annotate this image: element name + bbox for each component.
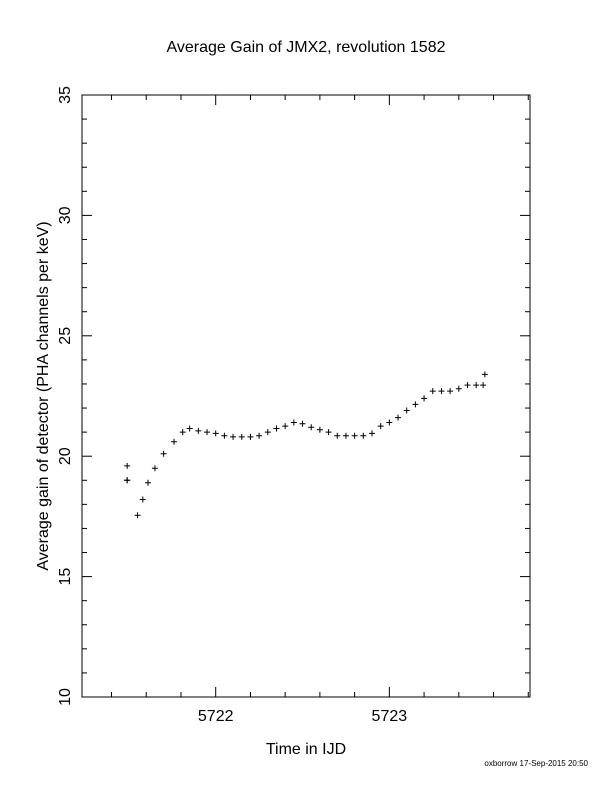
data-point (124, 477, 131, 484)
data-point (282, 423, 289, 430)
x-axis-label: Time in IJD (266, 741, 346, 758)
chart-title: Average Gain of JMX2, revolution 1582 (167, 39, 446, 56)
axis-ticks (82, 94, 530, 698)
y-tick-label: 10 (57, 688, 74, 706)
data-point (360, 432, 367, 439)
data-point (316, 426, 323, 433)
data-point (464, 382, 471, 389)
data-point (212, 430, 219, 437)
data-point (256, 432, 263, 439)
y-tick-label: 20 (57, 447, 74, 465)
data-point (221, 432, 228, 439)
data-point (171, 438, 178, 445)
data-point (473, 382, 480, 389)
data-point (204, 429, 211, 436)
data-point (395, 414, 402, 421)
data-point (429, 388, 436, 395)
y-tick-label: 30 (57, 206, 74, 224)
data-point (412, 401, 419, 408)
data-point (299, 420, 306, 427)
data-point (151, 465, 158, 472)
data-point (160, 450, 167, 457)
data-point (134, 512, 141, 519)
data-point (438, 388, 445, 395)
x-tick-label: 5723 (372, 708, 408, 725)
data-point (124, 462, 131, 469)
plot-frame (81, 94, 531, 698)
data-point (195, 427, 202, 434)
data-point (342, 432, 349, 439)
data-point (481, 371, 488, 378)
data-point (421, 395, 428, 402)
data-point (308, 424, 315, 431)
data-point (455, 385, 462, 392)
y-tick-label: 15 (57, 568, 74, 586)
data-point (290, 419, 297, 426)
data-point (480, 382, 487, 389)
data-point (144, 479, 151, 486)
data-point (403, 407, 410, 414)
data-point (273, 425, 280, 432)
axis-tick-labels: 10 15 20 25 30 35 5722 5723 (57, 86, 407, 725)
data-point (264, 429, 271, 436)
data-point (351, 432, 358, 439)
data-point (179, 429, 186, 436)
data-point (325, 429, 332, 436)
data-point (186, 425, 193, 432)
data-point (377, 423, 384, 430)
data-point (386, 419, 393, 426)
x-tick-label: 5722 (198, 708, 234, 725)
data-points (124, 371, 488, 519)
footer-credit: oxborrow 17-Sep-2015 20:50 (484, 759, 588, 768)
data-point (139, 496, 146, 503)
y-tick-label: 35 (57, 86, 74, 104)
y-axis-label: Average gain of detector (PHA channels p… (35, 221, 52, 570)
y-tick-label: 25 (57, 327, 74, 345)
data-point (334, 432, 341, 439)
data-point (238, 433, 245, 440)
data-point (247, 433, 254, 440)
data-point (447, 388, 454, 395)
data-point (368, 430, 375, 437)
data-point (230, 433, 237, 440)
